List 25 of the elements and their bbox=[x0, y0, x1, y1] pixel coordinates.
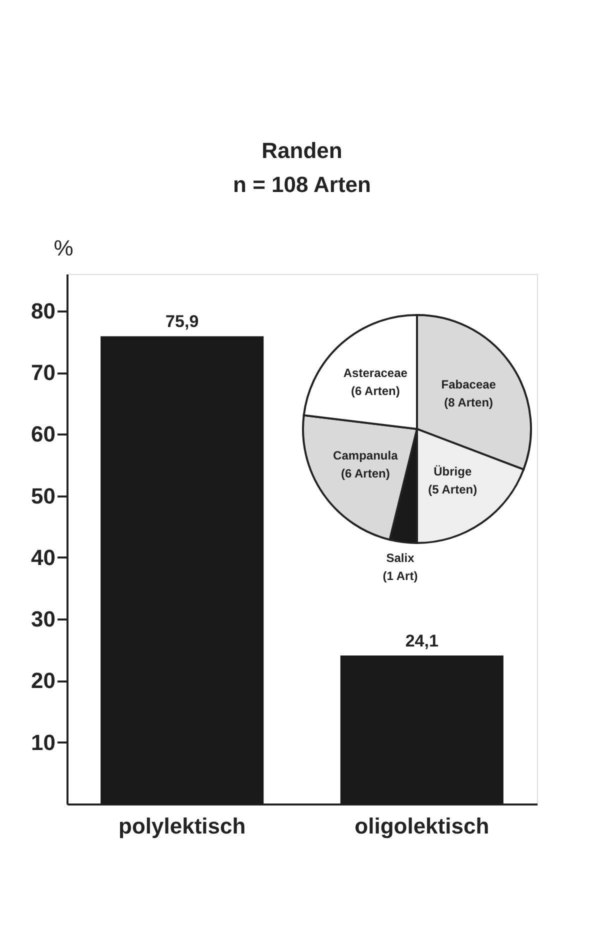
y-tick-label: 70 bbox=[31, 360, 56, 386]
y-tick-label: 30 bbox=[31, 606, 56, 632]
y-tick-label: 10 bbox=[31, 730, 56, 755]
y-tick-label: 50 bbox=[31, 483, 56, 508]
y-tick-label: 80 bbox=[31, 298, 56, 324]
y-tick-label: 40 bbox=[31, 544, 56, 570]
x-tick-label: polylektisch bbox=[118, 814, 246, 838]
chart-title: Randen bbox=[262, 138, 342, 163]
slice-label: Salix bbox=[386, 551, 415, 566]
data-label: (8 Arten) bbox=[444, 395, 494, 410]
data-label: 75,9 bbox=[166, 312, 199, 332]
y-tick-label: 60 bbox=[31, 422, 56, 447]
chart-subtitle: n = 108 Arten bbox=[233, 172, 371, 197]
data-label: (1 Art) bbox=[382, 569, 418, 584]
data-label: (6 Arten) bbox=[340, 466, 390, 481]
data-label: 24,1 bbox=[405, 631, 438, 650]
x-tick-label: oligolektisch bbox=[354, 814, 490, 838]
slice-label: Asteraceae bbox=[343, 366, 408, 380]
data-label: (5 Arten) bbox=[428, 482, 478, 497]
slice-label: Campanula bbox=[333, 448, 398, 463]
slice-label: Fabaceae bbox=[441, 377, 496, 392]
data-label: (6 Arten) bbox=[350, 384, 400, 398]
slice-label: Übrige bbox=[434, 464, 472, 479]
y-tick-label: 20 bbox=[31, 668, 56, 694]
y-axis-title: % bbox=[54, 236, 74, 260]
